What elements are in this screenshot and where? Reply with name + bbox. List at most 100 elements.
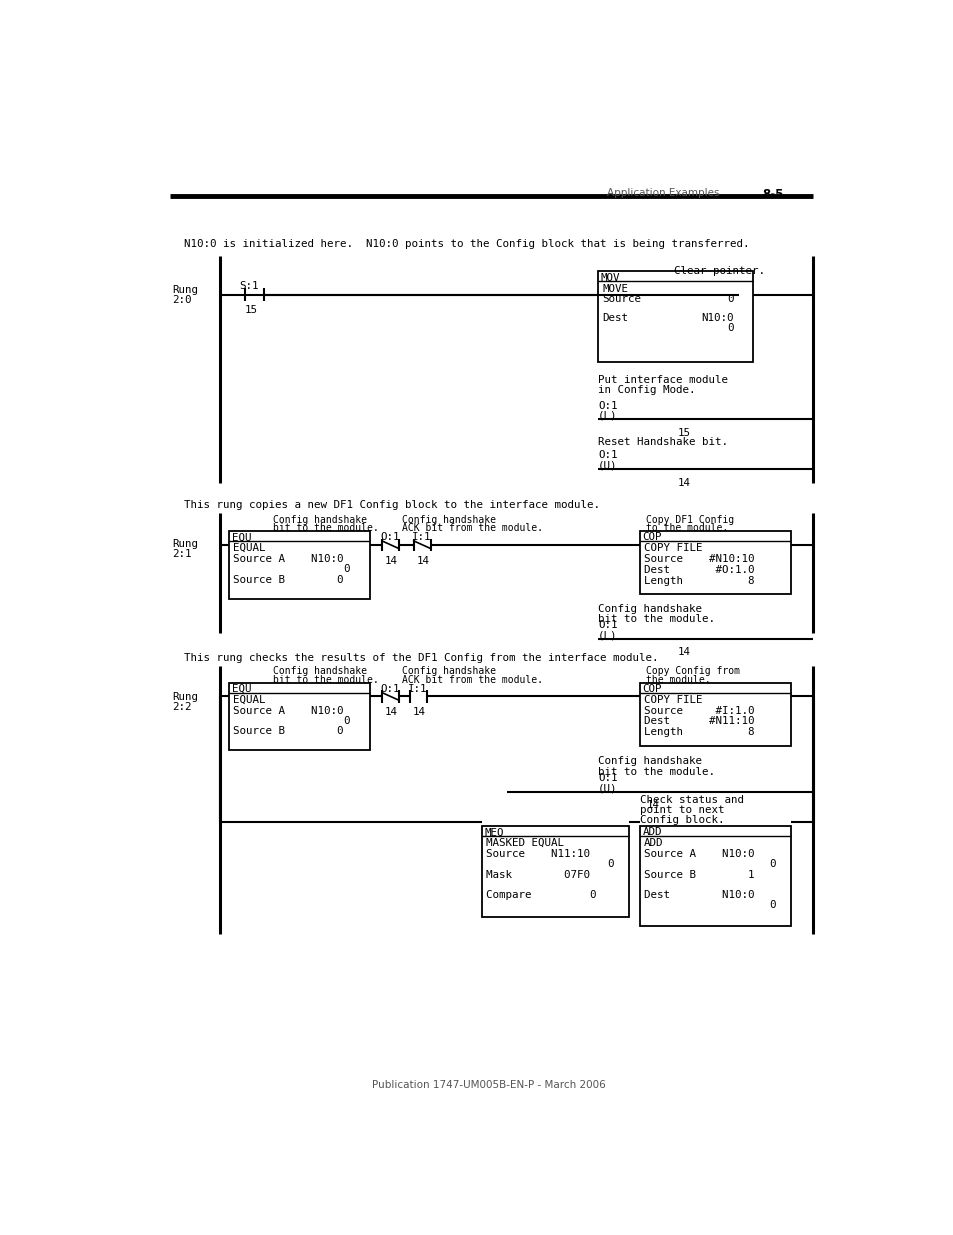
Text: This rung copies a new DF1 Config block to the interface module.: This rung copies a new DF1 Config block …	[184, 500, 599, 510]
Text: I:1: I:1	[408, 684, 427, 694]
Text: 15: 15	[677, 429, 690, 438]
Text: (L): (L)	[598, 630, 617, 640]
Text: Source    N11:10: Source N11:10	[485, 848, 589, 858]
Text: O:1: O:1	[598, 401, 617, 411]
Text: 0: 0	[342, 716, 349, 726]
Text: Source: Source	[601, 294, 640, 304]
Text: (L): (L)	[598, 411, 617, 421]
Text: point to next: point to next	[639, 805, 723, 815]
Text: O:1: O:1	[598, 773, 617, 783]
Text: Config handshake: Config handshake	[273, 515, 366, 525]
Text: the module.: the module.	[645, 674, 710, 685]
Text: 0: 0	[768, 900, 775, 910]
Text: bit to the module.: bit to the module.	[273, 674, 378, 685]
Bar	[229, 531, 370, 599]
Text: O:1: O:1	[598, 620, 617, 630]
Text: 14: 14	[385, 708, 397, 718]
Text: COP: COP	[641, 532, 661, 542]
Text: Source A    N10:0: Source A N10:0	[233, 555, 343, 564]
Text: 2:1: 2:1	[172, 548, 192, 558]
Text: Check status and: Check status and	[639, 795, 743, 805]
Text: 14: 14	[413, 708, 426, 718]
Text: 15: 15	[245, 305, 257, 315]
Bar	[639, 531, 790, 594]
Text: MOV: MOV	[599, 273, 619, 283]
Text: Put interface module: Put interface module	[598, 375, 727, 385]
Text: ADD: ADD	[641, 827, 661, 837]
Text: Dest        N10:0: Dest N10:0	[643, 890, 754, 900]
Text: ACK bit from the module.: ACK bit from the module.	[402, 524, 542, 534]
Text: Length          8: Length 8	[643, 727, 754, 737]
Text: 2:2: 2:2	[172, 701, 192, 711]
Text: MASKED EQUAL: MASKED EQUAL	[485, 839, 563, 848]
Bar	[598, 272, 753, 362]
Text: Clear pointer.: Clear pointer.	[674, 266, 764, 275]
Bar	[229, 683, 370, 751]
Text: Config handshake: Config handshake	[402, 515, 496, 525]
Bar	[639, 826, 790, 926]
Text: 0: 0	[726, 294, 733, 304]
Text: 0: 0	[342, 564, 349, 574]
Text: Config handshake: Config handshake	[598, 757, 701, 767]
Text: Config handshake: Config handshake	[273, 667, 366, 677]
Text: MOVE: MOVE	[601, 284, 627, 294]
Bar	[481, 826, 629, 916]
Text: I:1: I:1	[412, 532, 432, 542]
Text: 0: 0	[768, 858, 775, 869]
Text: O:1: O:1	[598, 450, 617, 461]
Text: bit to the module.: bit to the module.	[273, 524, 378, 534]
Text: Config block.: Config block.	[639, 815, 723, 825]
Text: Publication 1747-UM005B-EN-P - March 2006: Publication 1747-UM005B-EN-P - March 200…	[372, 1079, 605, 1091]
Bar	[639, 683, 790, 746]
Text: to the module.: to the module.	[645, 524, 728, 534]
Text: Source A    N10:0: Source A N10:0	[233, 705, 343, 715]
Text: EQUAL: EQUAL	[233, 695, 265, 705]
Text: Dest: Dest	[601, 312, 627, 324]
Text: Config handshake: Config handshake	[402, 667, 496, 677]
Text: Source B        0: Source B 0	[233, 574, 343, 585]
Text: N10:0: N10:0	[700, 312, 733, 324]
Text: This rung checks the results of the DF1 Config from the interface module.: This rung checks the results of the DF1 …	[184, 652, 659, 662]
Text: COP: COP	[641, 684, 661, 694]
Text: EQU: EQU	[232, 532, 251, 542]
Text: bit to the module.: bit to the module.	[598, 767, 715, 777]
Text: 2:0: 2:0	[172, 295, 192, 305]
Text: (U): (U)	[598, 461, 617, 471]
Text: Copy Config from: Copy Config from	[645, 667, 740, 677]
Text: 14: 14	[385, 556, 397, 566]
Text: Reset Handshake bit.: Reset Handshake bit.	[598, 437, 727, 447]
Text: Source A    N10:0: Source A N10:0	[643, 848, 754, 858]
Text: Source     #I:1.0: Source #I:1.0	[643, 705, 754, 715]
Text: (U): (U)	[598, 783, 617, 793]
Text: Dest       #O:1.0: Dest #O:1.0	[643, 564, 754, 574]
Text: 14: 14	[677, 647, 690, 657]
Text: N10:0 is initialized here.  N10:0 points to the Config block that is being trans: N10:0 is initialized here. N10:0 points …	[184, 240, 749, 249]
Text: in Config Mode.: in Config Mode.	[598, 385, 695, 395]
Text: 14: 14	[677, 478, 690, 488]
Text: Source B        0: Source B 0	[233, 726, 343, 736]
Text: 0: 0	[606, 858, 613, 869]
Text: Length          8: Length 8	[643, 576, 754, 585]
Text: Compare         0: Compare 0	[485, 890, 596, 900]
Text: COPY FILE: COPY FILE	[643, 695, 701, 705]
Text: Copy DF1 Config: Copy DF1 Config	[645, 515, 734, 525]
Text: bit to the module.: bit to the module.	[598, 614, 715, 624]
Text: MEQ: MEQ	[484, 827, 503, 837]
Text: 14: 14	[645, 800, 659, 810]
Text: Dest      #N11:10: Dest #N11:10	[643, 716, 754, 726]
Text: 14: 14	[416, 556, 430, 566]
Text: O:1: O:1	[380, 532, 399, 542]
Text: COPY FILE: COPY FILE	[643, 543, 701, 553]
Text: ACK bit from the module.: ACK bit from the module.	[402, 674, 542, 685]
Text: ADD: ADD	[643, 839, 662, 848]
Text: Rung: Rung	[172, 285, 197, 295]
Text: Config handshake: Config handshake	[598, 604, 701, 614]
Text: Source B        1: Source B 1	[643, 869, 754, 879]
Text: EQUAL: EQUAL	[233, 543, 265, 553]
Text: EQU: EQU	[232, 684, 251, 694]
Text: Source    #N10:10: Source #N10:10	[643, 555, 754, 564]
Text: Application Examples: Application Examples	[607, 188, 720, 199]
Text: S:1: S:1	[239, 280, 258, 290]
Text: O:1: O:1	[380, 684, 399, 694]
Text: 0: 0	[726, 324, 733, 333]
